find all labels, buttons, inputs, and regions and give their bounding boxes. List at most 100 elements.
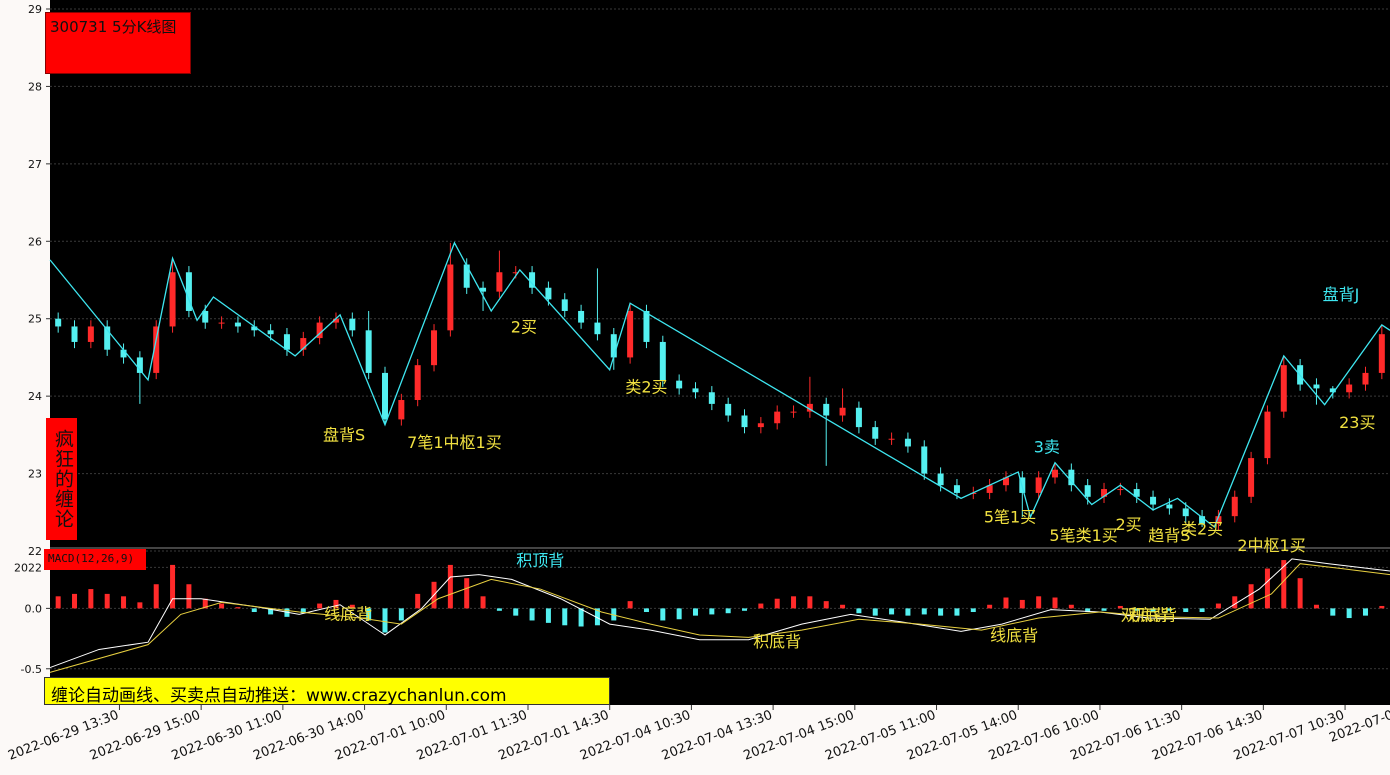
candle-body [398,400,405,420]
candle-body [1150,496,1157,505]
candle-body [1313,384,1320,389]
candle-body [283,334,290,350]
macd-bar [611,608,617,621]
banner: 缠论自动画线、买卖点自动推送：www.crazychanlun.com [44,677,610,706]
macd-bar [480,596,486,609]
macd-bar [153,584,159,609]
macd-bar [1281,560,1287,609]
annotation: 类2买 [1181,520,1223,539]
macd-bar [758,603,764,609]
annotation: 趋背S [1148,526,1190,545]
annotation: 类2买 [625,377,667,396]
candle-body [316,322,323,339]
macd-bar [104,593,110,609]
plot-background [50,0,1390,705]
candle-body [545,287,552,300]
y-tick-label: 23 [28,468,42,481]
candle-body [725,403,732,416]
annotation: 双底背 [1121,605,1169,624]
y-tick-label: 28 [28,80,42,93]
macd-bar [447,564,453,609]
candle-body [300,338,307,350]
macd-bar [1379,605,1385,609]
macd-bar [987,604,993,609]
chart-title: 300731 5分K线图 [45,12,191,74]
candle-body [888,438,895,440]
y-tick-label: 26 [28,235,42,248]
macd-bar [1248,584,1254,609]
candle-body [414,365,421,401]
macd-bar [513,608,519,616]
candle-body [643,310,650,342]
annotation: 7笔1中枢1买 [407,433,502,452]
candle-body [431,330,438,366]
macd-bar [921,608,927,615]
candle-body [986,485,993,493]
candle-body [382,372,388,420]
candle-body [234,322,241,327]
candle-body [480,287,487,292]
macd-bar [88,589,94,609]
macd-bar [268,608,274,615]
macd-bar [1330,608,1336,616]
macd-bar [676,608,682,620]
macd-bar [1183,608,1189,613]
candle-body [921,446,928,474]
macd-bar [1215,603,1221,609]
stroke-line [49,241,1390,529]
macd-bar [725,608,731,614]
candle-body [1248,458,1255,497]
macd-bar [317,603,323,609]
macd-bar [1166,608,1172,611]
candle-body [708,392,715,404]
macd-bar [170,564,176,609]
macd-bar [1313,604,1319,609]
macd-bar [1134,608,1140,611]
annotation: 积顶背 [516,551,564,570]
candle-body [578,310,585,323]
macd-bar [562,608,568,626]
macd-bar [415,593,421,609]
candle-body [1117,489,1124,491]
y-tick-label: 2022 [14,561,42,574]
annotation: 积底背 [1129,605,1177,624]
candle-body [1215,516,1222,524]
macd-bar [643,608,649,613]
macd-bar [1019,599,1025,609]
macd-bar [1003,597,1009,609]
y-tick-label: -0.5 [21,663,42,676]
macd-bar [1232,596,1238,609]
candle-body [1346,384,1353,393]
candle-body [1362,372,1369,385]
y-tick-label: 0.0 [25,602,43,615]
annotation: 23买 [1339,413,1375,432]
annotation: 5笔类1买 [1049,526,1117,545]
annotation: 2买 [1115,515,1141,534]
y-tick-label: 27 [28,158,42,171]
candle-body [267,330,274,335]
candle-body [1264,411,1271,459]
candle-body [185,272,192,311]
macd-bar [791,596,797,609]
annotation: 积底背 [753,632,801,651]
candle-body [627,310,634,358]
candle-body [953,485,960,493]
candle-body [970,492,977,494]
candle-body [1133,489,1140,497]
macd-bar [905,608,911,616]
y-tick-label: 24 [28,390,42,403]
macd-bar [121,596,127,609]
candle-body [87,326,94,342]
macd-bar [840,604,846,609]
macd-bar [251,608,257,613]
candle-body [202,310,209,323]
macd-bar [954,608,960,616]
macd-bar [807,596,813,609]
macd-bar [709,608,715,615]
candle-body [594,322,601,335]
y-tick-label: 25 [28,313,42,326]
candle-body [757,423,764,428]
candle-body [561,299,568,311]
macd-bar [938,608,944,616]
